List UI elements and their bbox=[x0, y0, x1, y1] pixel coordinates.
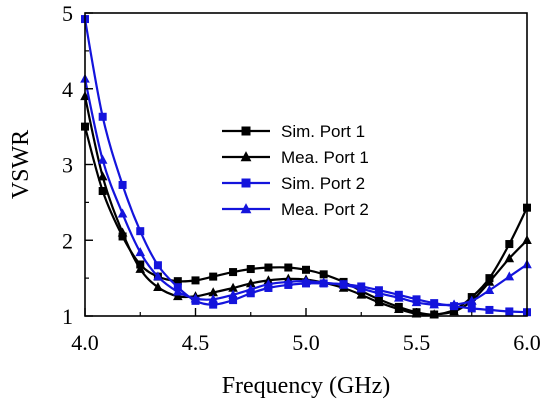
y-tick-label: 2 bbox=[62, 228, 73, 253]
series-point bbox=[173, 277, 182, 286]
series-point bbox=[263, 278, 274, 288]
legend-label: Sim. Port 1 bbox=[281, 122, 365, 141]
series-point bbox=[209, 300, 218, 309]
series-point bbox=[504, 253, 515, 263]
series-point bbox=[356, 289, 367, 299]
series-point bbox=[505, 307, 514, 316]
y-tick-label: 4 bbox=[62, 77, 73, 102]
series-point bbox=[153, 271, 163, 281]
series-4 bbox=[80, 73, 532, 309]
series-point bbox=[173, 291, 183, 301]
series-point bbox=[318, 277, 329, 287]
y-tick-label: 5 bbox=[62, 1, 73, 26]
series-point bbox=[301, 275, 311, 285]
series-point bbox=[411, 297, 422, 307]
legend-marker bbox=[241, 178, 251, 188]
series-point bbox=[374, 297, 384, 307]
series-point bbox=[208, 294, 218, 304]
legend-marker bbox=[241, 126, 251, 136]
series-point bbox=[117, 208, 128, 218]
series-point bbox=[264, 283, 273, 292]
series-point bbox=[229, 296, 238, 305]
series-point bbox=[245, 284, 256, 294]
series-point bbox=[504, 271, 515, 281]
legend-entry: Mea. Port 2 bbox=[222, 200, 369, 219]
x-tick-label: 5.0 bbox=[292, 330, 320, 355]
series-point bbox=[190, 293, 201, 303]
legend-label: Sim. Port 2 bbox=[281, 174, 365, 193]
series-point bbox=[136, 227, 145, 236]
legend-label: Mea. Port 2 bbox=[281, 200, 369, 219]
legend-entry: Mea. Port 1 bbox=[222, 148, 369, 167]
series-point bbox=[484, 276, 495, 286]
series-point bbox=[356, 283, 367, 293]
series-point bbox=[98, 112, 107, 121]
x-tick-label: 4.0 bbox=[71, 330, 99, 355]
series-point bbox=[284, 263, 293, 272]
series-point bbox=[228, 282, 238, 292]
legend: Sim. Port 1 Mea. Port 1 Sim. Port 2 Mea. Po… bbox=[222, 122, 369, 219]
series-point bbox=[208, 287, 218, 297]
series-point bbox=[118, 180, 127, 189]
y-tick-label: 1 bbox=[62, 304, 73, 329]
series-point bbox=[246, 265, 255, 274]
series-point bbox=[153, 282, 163, 291]
series-point bbox=[173, 286, 183, 296]
x-tick-label: 4.5 bbox=[182, 330, 210, 355]
series-point bbox=[153, 261, 162, 270]
legend-marker bbox=[240, 151, 252, 162]
series-point bbox=[97, 171, 108, 181]
series-point bbox=[466, 295, 477, 305]
series-point bbox=[302, 265, 310, 274]
series-point bbox=[484, 285, 495, 295]
series-point bbox=[135, 263, 146, 273]
series-point bbox=[228, 289, 238, 299]
series-point bbox=[394, 303, 404, 313]
series-point bbox=[97, 154, 108, 164]
series-point bbox=[135, 247, 146, 257]
legend-marker bbox=[240, 203, 252, 214]
x-tick-label: 5.5 bbox=[403, 330, 431, 355]
series-point bbox=[394, 292, 404, 302]
series-point bbox=[449, 306, 459, 316]
series-point bbox=[283, 276, 294, 286]
series-point bbox=[374, 288, 384, 298]
series-point bbox=[229, 268, 238, 277]
series-point bbox=[505, 240, 514, 249]
series-point bbox=[485, 305, 494, 314]
series-point bbox=[467, 304, 476, 313]
legend-entry: Sim. Port 1 bbox=[222, 122, 365, 141]
series-point bbox=[245, 278, 256, 288]
y-axis-title: VSWR bbox=[8, 130, 34, 199]
series-point bbox=[319, 270, 328, 279]
x-tick-label: 6.0 bbox=[513, 330, 541, 355]
series-point bbox=[264, 263, 273, 272]
x-axis-title: Frequency (GHz) bbox=[222, 373, 391, 399]
series-point bbox=[338, 279, 349, 289]
series-point bbox=[449, 299, 459, 309]
legend-label: Mea. Port 1 bbox=[281, 148, 369, 167]
series-point bbox=[98, 187, 107, 196]
series-point bbox=[246, 289, 255, 298]
series-point bbox=[429, 299, 439, 309]
series-point bbox=[191, 276, 200, 285]
legend-entry: Sim. Port 2 bbox=[222, 174, 365, 193]
series-point bbox=[118, 232, 127, 241]
y-tick-label: 3 bbox=[62, 153, 73, 178]
series-point bbox=[209, 272, 218, 281]
series-layer bbox=[80, 15, 532, 319]
axis-ticks: 4.0 4.5 5.0 5.5 6.0 1 2 3 4 5 bbox=[62, 1, 541, 355]
series-point bbox=[117, 227, 128, 237]
